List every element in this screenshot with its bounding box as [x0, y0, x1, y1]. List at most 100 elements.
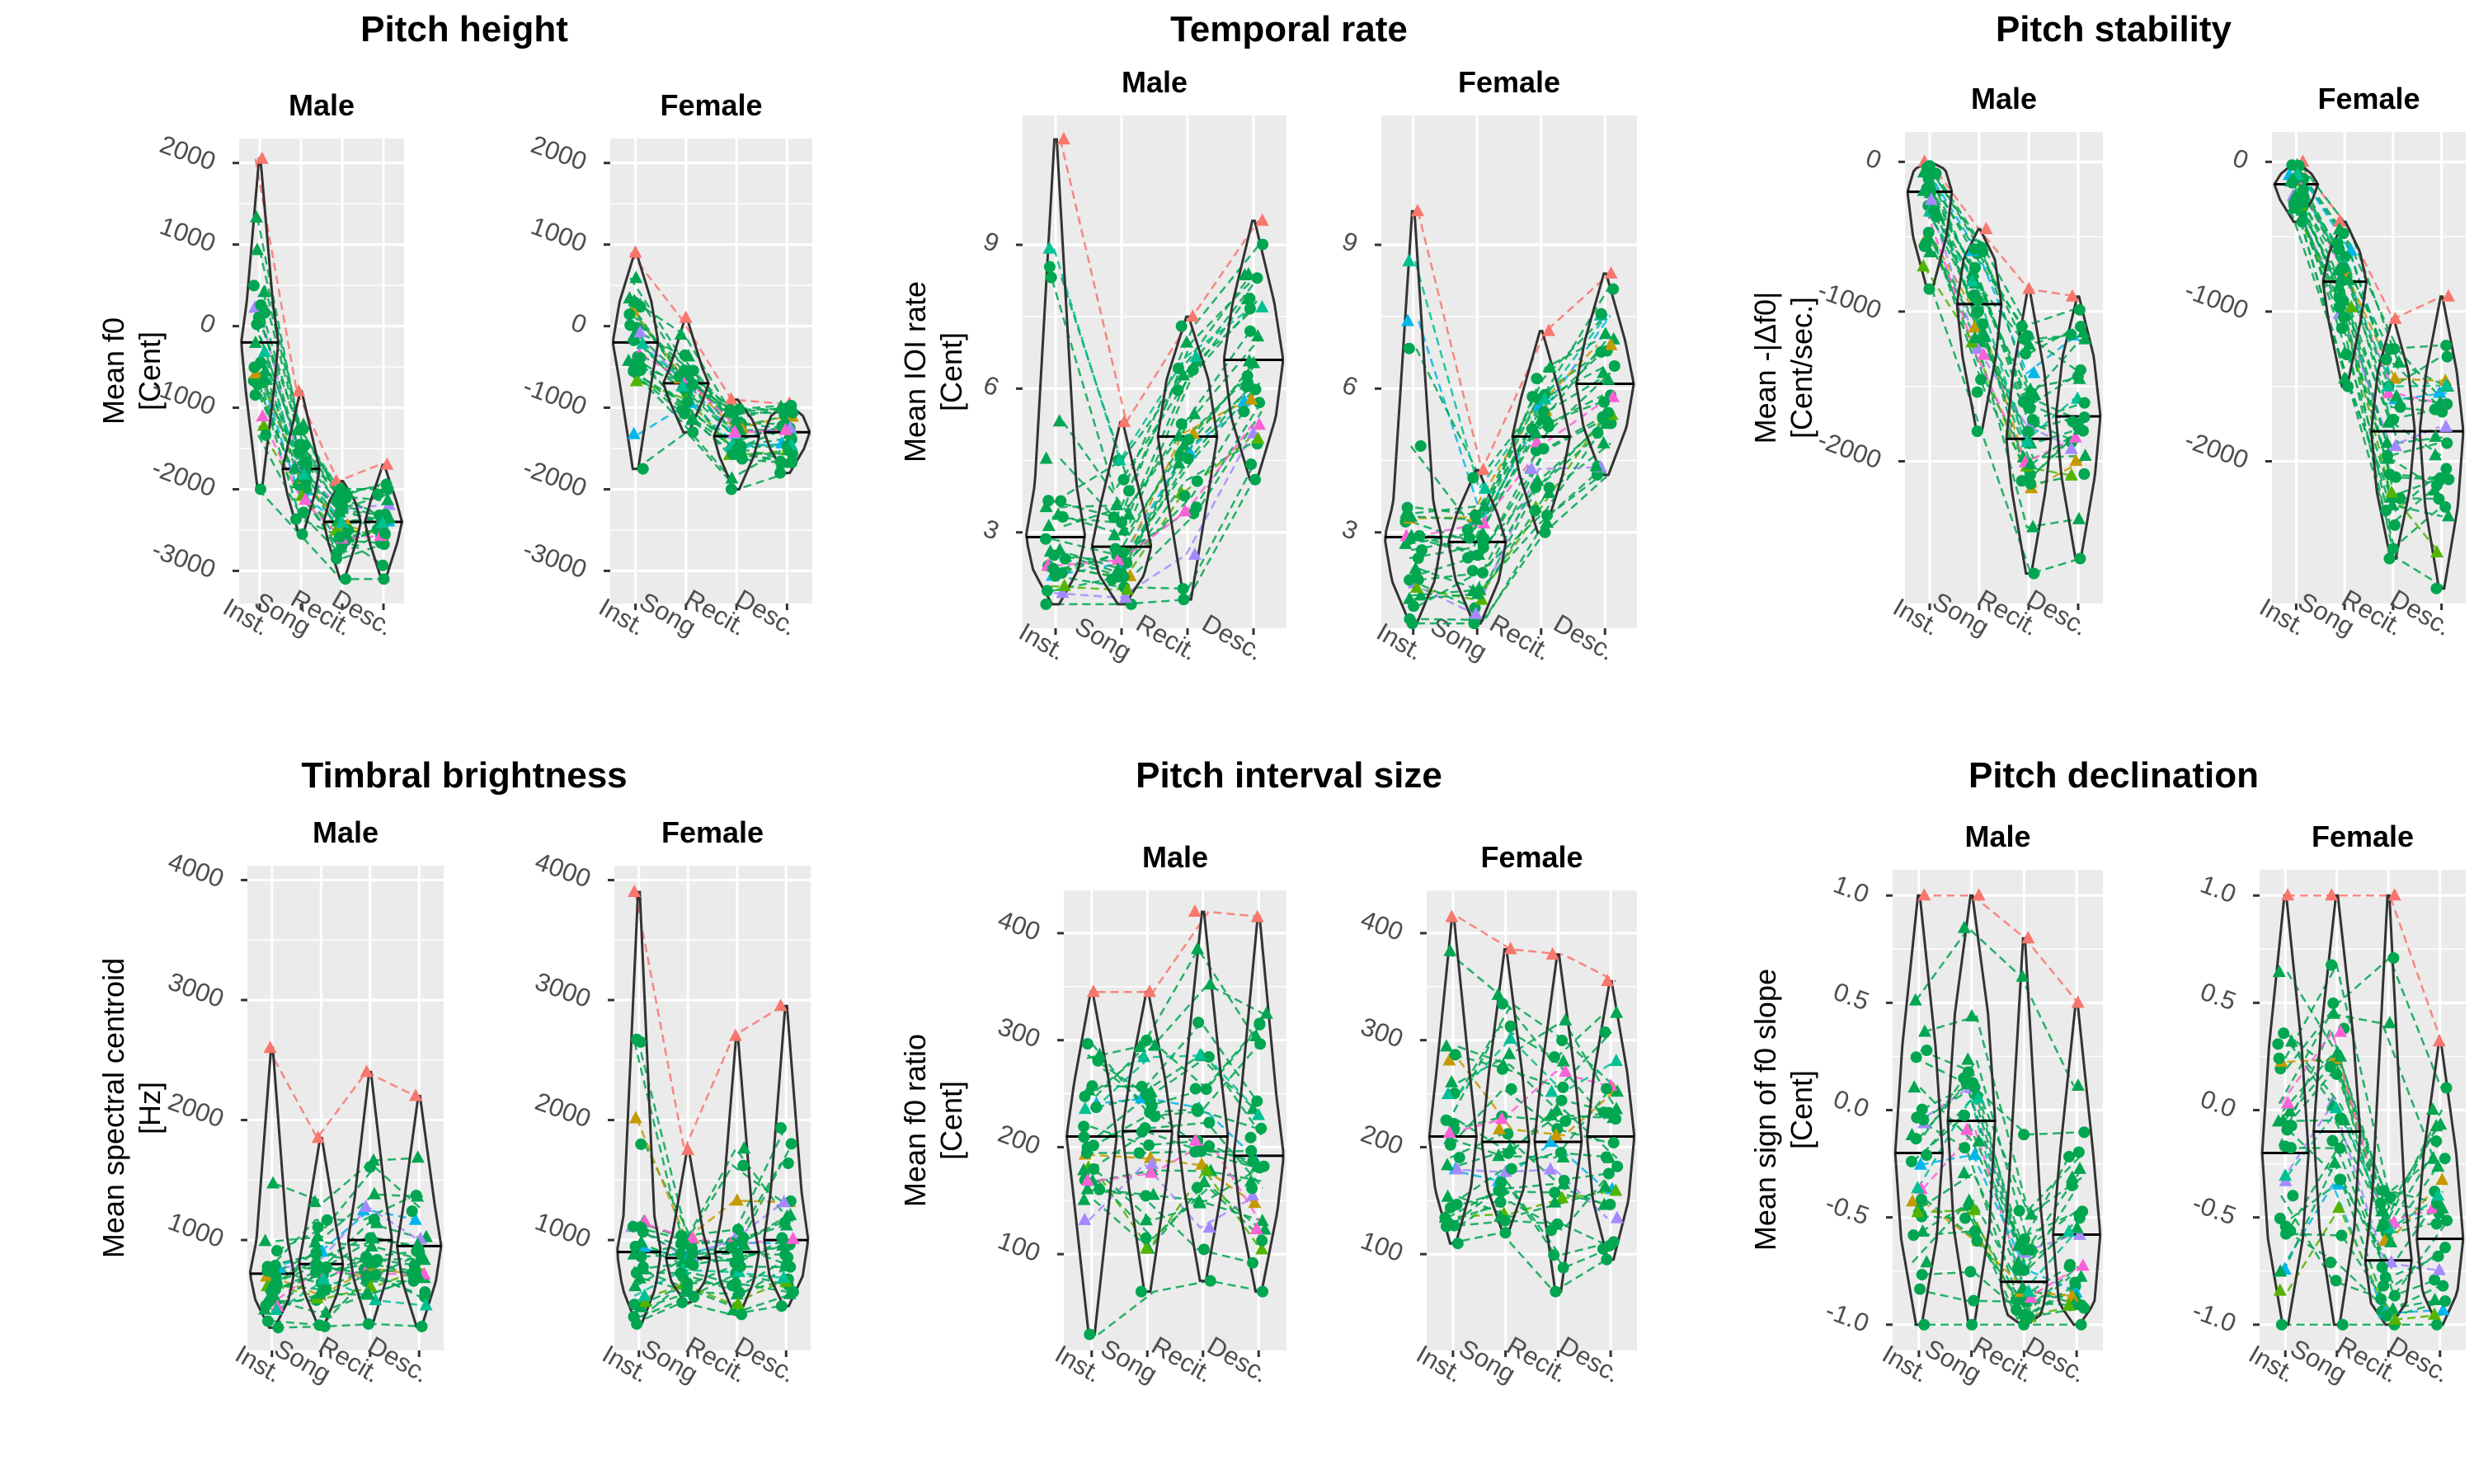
pitch-height-male-data-point [254, 483, 266, 495]
timbral-brightness-female-data-point [685, 1230, 699, 1243]
pitch-height-female-data-point [685, 412, 699, 425]
pitch-interval-size-female-subject-line [1446, 1024, 1606, 1125]
pitch-declination-male-data-point [2018, 1129, 2030, 1141]
timbral-brightness-male-data-point [272, 1322, 285, 1334]
pitch-interval-size-female-subject-line [1446, 950, 1606, 1064]
pitch-stability-male-data-point [1977, 318, 1989, 331]
pitch-stability-male-data-point [2078, 397, 2091, 409]
timbral-brightness-female-data-point [675, 1247, 687, 1260]
pitch-interval-size-female-data-point [1544, 1134, 1558, 1148]
pitch-declination-male-data-point [2021, 1284, 2035, 1297]
pitch-stability-male-data-point [2028, 567, 2040, 580]
pitch-interval-size-male-subject-line [1086, 946, 1255, 1059]
pitch-interval-size-male-data-point [1189, 1146, 1202, 1158]
pitch-stability-male-data-point [1977, 347, 1991, 360]
timbral-brightness-female-title: Female [661, 815, 764, 849]
timbral-brightness-female-data-point [675, 1267, 687, 1280]
pitch-interval-size-male-data-point [1193, 1195, 1207, 1209]
pitch-declination-female-subject-line [2286, 971, 2443, 1214]
pitch-declination-female-subject-line [2280, 1195, 2437, 1301]
pitch-stability-female-data-point [2439, 378, 2453, 391]
pitch-interval-size-male-data-point [1139, 1213, 1153, 1226]
pitch-declination-female-data-point [2440, 1082, 2453, 1094]
timbral-brightness-male-data-point [406, 1205, 418, 1218]
timbral-brightness-male-data-point [312, 1260, 324, 1272]
temporal-rate-male-data-point [1249, 383, 1262, 396]
timbral-brightness-female-data-point [635, 1138, 647, 1150]
timbral-brightness-female-data-point [731, 1296, 745, 1309]
pitch-declination-male-data-point [1913, 1157, 1927, 1170]
pitch-interval-size-male-data-point [1249, 1221, 1263, 1234]
pitch-declination-male-facet: Male-1.0-0.50.00.51.0Inst.SongRecit.Desc… [1822, 819, 2103, 1388]
temporal-rate-female-data-point [1541, 510, 1554, 522]
pitch-interval-size-male-subject-line [1089, 1110, 1258, 1149]
pitch-interval-size-male-data-point [1086, 1080, 1098, 1092]
timbral-brightness-female-ytick-label: 3000 [531, 967, 595, 1013]
pitch-height-female-subject-line [637, 402, 791, 448]
temporal-rate-male-title: Male [1122, 65, 1188, 99]
temporal-rate-female-data-point [1466, 565, 1479, 577]
pitch-stability-female-data-point [2390, 471, 2402, 483]
timbral-brightness-male-data-point [263, 1040, 277, 1054]
temporal-rate-female-data-point [1529, 505, 1541, 517]
pitch-height-male-data-point [257, 284, 271, 298]
pitch-declination-female-data-point [2272, 1038, 2284, 1050]
temporal-rate-male-data-point [1056, 132, 1070, 145]
temporal-rate-male-ytick-label: 9 [980, 226, 1003, 258]
temporal-rate-male-ytick-label: 6 [980, 370, 1003, 402]
temporal-rate-male-data-point [1255, 299, 1269, 312]
pitch-declination-male-data-point [2018, 1264, 2030, 1276]
pitch-interval-size-female-data-point [1559, 1012, 1573, 1026]
pitch-stability-male-data-point [2065, 289, 2079, 302]
timbral-brightness-male-data-point [261, 1315, 274, 1327]
temporal-rate-male-data-point [1108, 528, 1122, 541]
pitch-interval-size-female-data-point [1441, 1158, 1455, 1171]
temporal-rate-male-data-point [1242, 377, 1254, 389]
pitch-height-female-subject-line [637, 380, 790, 457]
pitch-declination-male-data-point [2073, 1209, 2086, 1221]
pitch-declination-female-ytick-label: -0.5 [2189, 1188, 2240, 1230]
pitch-height-female-data-point [628, 296, 641, 308]
temporal-rate-female-data-point [1414, 588, 1428, 601]
temporal-rate-male-subject-line [1052, 248, 1253, 463]
pitch-interval-size-female-data-point [1602, 1167, 1615, 1180]
timbral-brightness-female-data-point [635, 1251, 647, 1263]
temporal-rate-male-data-point [1172, 456, 1186, 469]
temporal-rate-female-data-point [1604, 265, 1618, 279]
temporal-rate-female-data-point [1403, 342, 1415, 355]
timbral-brightness-female-data-point [777, 1270, 791, 1283]
pitch-stability-male-data-point [2065, 328, 2077, 340]
pitch-stability-male-data-point [2025, 468, 2037, 481]
temporal-rate-female-subject-line [1416, 474, 1610, 625]
temporal-rate-male-data-point [1123, 485, 1136, 497]
pitch-interval-size-female-ytick-label: 400 [1357, 904, 1408, 946]
temporal-rate-male-violin-inst [1025, 138, 1086, 606]
pitch-interval-size-female-data-point [1559, 1115, 1572, 1127]
pitch-stability-male-data-point [2064, 467, 2078, 481]
timbral-brightness-female-data-point [628, 1311, 640, 1323]
pitch-stability-male-data-point [2028, 387, 2042, 401]
pitch-interval-size-female-data-point [1557, 1261, 1569, 1274]
pitch-stability-male-data-point [2074, 552, 2086, 565]
pitch-stability-female-subject-line [2296, 208, 2443, 518]
pitch-declination-male-data-point [1962, 1193, 1976, 1206]
timbral-brightness-male-data-point [311, 1130, 325, 1144]
pitch-declination-female-data-point [2330, 1275, 2342, 1287]
pitch-height-male-data-point [296, 528, 308, 540]
pitch-declination-male-data-point [2024, 1207, 2038, 1220]
pitch-interval-size-male-data-point [1246, 1182, 1258, 1195]
pitch-height-female-data-point [778, 422, 793, 435]
timbral-brightness-female-data-point [681, 1280, 694, 1293]
temporal-rate-male-data-point [1189, 349, 1203, 362]
pitch-interval-size-female-data-point [1492, 1148, 1506, 1162]
pitch-stability-male-data-point [1968, 331, 1982, 344]
pitch-declination-male-data-point [1911, 1205, 1925, 1218]
timbral-brightness-female-subject-line [634, 1221, 783, 1244]
pitch-height-female-ytick-label: 0 [567, 308, 590, 340]
pitch-interval-size-male-data-point [1148, 1038, 1162, 1051]
pitch-interval-size-male-data-point [1078, 1212, 1092, 1225]
pitch-interval-size-female-data-point [1610, 1210, 1624, 1223]
temporal-rate-female-ytick-label: 3 [1338, 514, 1362, 546]
pitch-interval-size-male-ytick-label: 200 [995, 1119, 1045, 1161]
pitch-stability-female-data-point [2441, 509, 2455, 522]
